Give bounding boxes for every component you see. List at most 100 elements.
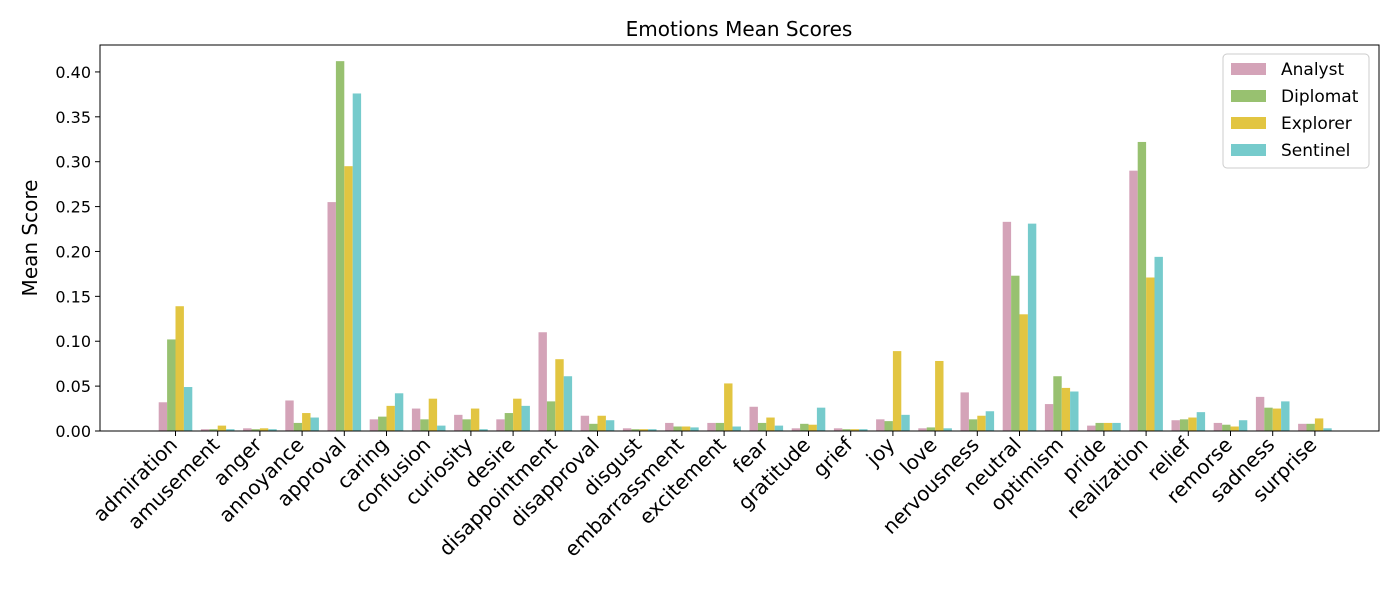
legend-swatch-explorer: [1231, 117, 1266, 129]
bar-diplomat-remorse: [1222, 424, 1231, 431]
bar-sentinel-disappointment: [563, 376, 573, 431]
bar-analyst-embarrassment: [665, 422, 674, 431]
bar-explorer-neutral: [1019, 314, 1028, 431]
bar-diplomat-grief: [842, 429, 851, 431]
bar-analyst-sadness: [1255, 396, 1265, 431]
bar-explorer-admiration: [175, 306, 184, 431]
bar-analyst-relief: [1171, 420, 1180, 431]
bar-diplomat-relief: [1179, 419, 1189, 431]
y-axis-label: Mean Score: [18, 180, 42, 297]
bar-sentinel-confusion: [437, 425, 446, 431]
bar-explorer-fear: [766, 417, 775, 431]
y-tick-label: 0.40: [55, 63, 91, 82]
bar-diplomat-nervousness: [968, 419, 978, 431]
bar-diplomat-disgust: [631, 429, 640, 431]
bar-diplomat-neutral: [1011, 275, 1020, 431]
legend-label-sentinel: Sentinel: [1281, 141, 1350, 161]
bar-sentinel-sadness: [1281, 401, 1290, 431]
bar-explorer-relief: [1188, 417, 1197, 431]
bar-sentinel-disgust: [648, 429, 657, 431]
bar-analyst-nervousness: [960, 392, 969, 431]
bar-explorer-sadness: [1272, 408, 1282, 431]
bar-sentinel-embarrassment: [690, 427, 699, 431]
bar-diplomat-fear: [757, 422, 767, 431]
bar-sentinel-desire: [521, 405, 530, 431]
bar-diplomat-disapproval: [589, 423, 598, 431]
bar-diplomat-approval: [335, 61, 345, 431]
bar-explorer-excitement: [724, 383, 733, 431]
bar-explorer-disapproval: [597, 415, 606, 431]
bar-sentinel-amusement: [226, 429, 235, 431]
bar-explorer-remorse: [1230, 426, 1239, 431]
bar-explorer-nervousness: [977, 415, 986, 431]
y-tick-label: 0.25: [55, 198, 91, 217]
bar-diplomat-optimism: [1053, 376, 1062, 431]
bar-sentinel-neutral: [1027, 223, 1037, 431]
bar-analyst-curiosity: [454, 414, 463, 431]
bar-sentinel-gratitude: [816, 407, 826, 431]
y-tick-label: 0.05: [55, 377, 91, 396]
bar-explorer-gratitude: [808, 424, 817, 431]
bar-sentinel-disapproval: [605, 420, 615, 431]
bar-diplomat-curiosity: [462, 419, 471, 431]
bar-explorer-pride: [1103, 422, 1113, 431]
bar-sentinel-anger: [268, 429, 277, 431]
bar-diplomat-confusion: [420, 419, 429, 431]
bar-analyst-pride: [1087, 425, 1096, 431]
bar-analyst-remorse: [1213, 422, 1223, 431]
bar-explorer-disgust: [639, 429, 649, 431]
bar-analyst-caring: [369, 419, 379, 431]
y-axis-ticks: 0.00 0.05 0.10 0.15 0.20 0.25 0.30 0.35 0.40: [55, 63, 100, 441]
bar-diplomat-pride: [1095, 422, 1104, 431]
bar-diplomat-excitement: [715, 422, 725, 431]
bar-sentinel-admiration: [183, 387, 193, 431]
bar-sentinel-annoyance: [310, 417, 319, 431]
bar-explorer-grief: [850, 429, 860, 431]
y-tick-label: 0.35: [55, 108, 91, 127]
bar-sentinel-nervousness: [985, 411, 995, 431]
bar-sentinel-excitement: [732, 426, 741, 431]
bar-analyst-admiration: [158, 402, 168, 431]
bar-analyst-confusion: [411, 408, 421, 431]
bar-diplomat-realization: [1137, 141, 1147, 431]
y-tick-label: 0.30: [55, 153, 91, 172]
bar-explorer-approval: [344, 166, 353, 432]
bar-analyst-annoyance: [285, 400, 294, 431]
legend-label-diplomat: Diplomat: [1281, 87, 1359, 107]
bar-diplomat-amusement: [209, 429, 218, 431]
bar-analyst-anger: [243, 428, 252, 431]
legend-label-analyst: Analyst: [1281, 60, 1344, 80]
bar-explorer-embarrassment: [681, 426, 691, 431]
bar-analyst-fear: [749, 406, 758, 431]
bar-sentinel-optimism: [1070, 391, 1079, 431]
bar-analyst-desire: [496, 419, 505, 431]
bar-explorer-desire: [513, 398, 522, 431]
bar-diplomat-love: [926, 427, 936, 431]
bar-sentinel-curiosity: [479, 429, 488, 431]
bar-sentinel-approval: [352, 93, 362, 431]
bar-explorer-confusion: [428, 398, 438, 431]
bar-diplomat-caring: [378, 416, 387, 431]
bar-explorer-curiosity: [470, 408, 480, 431]
x-tick-label-grief: grief: [808, 432, 858, 482]
chart-title: Emotions Mean Scores: [626, 17, 853, 41]
bar-sentinel-fear: [774, 425, 784, 431]
bar-analyst-optimism: [1044, 404, 1054, 431]
bar-diplomat-desire: [504, 413, 514, 431]
bar-analyst-approval: [327, 202, 336, 431]
bar-analyst-disgust: [622, 428, 632, 431]
x-axis-ticks: admirationamusementangerannoyanceapprova…: [88, 431, 1321, 561]
bar-explorer-anger: [259, 428, 269, 431]
bar-sentinel-surprise: [1323, 428, 1332, 431]
legend-swatch-sentinel: [1231, 144, 1266, 156]
bar-sentinel-relief: [1196, 412, 1206, 431]
y-tick-label: 0.00: [55, 422, 91, 441]
bar-analyst-grief: [833, 428, 843, 431]
bar-explorer-love: [935, 360, 944, 431]
bar-sentinel-joy: [901, 414, 910, 431]
legend-swatch-diplomat: [1231, 90, 1266, 102]
bar-explorer-amusement: [217, 425, 227, 431]
y-tick-label: 0.15: [55, 287, 91, 306]
bar-sentinel-grief: [859, 429, 868, 431]
bar-analyst-amusement: [200, 429, 210, 431]
